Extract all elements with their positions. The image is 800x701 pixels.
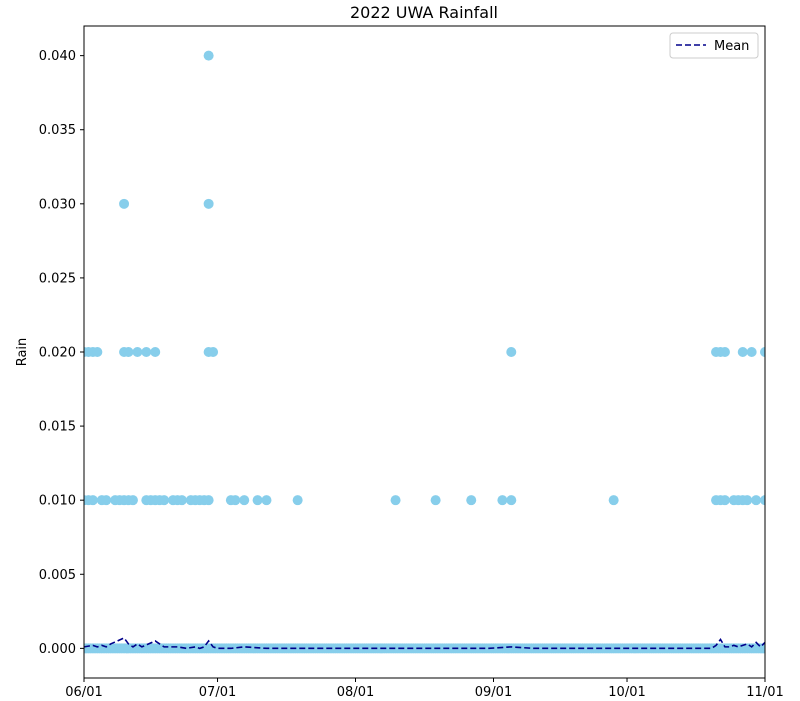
data-point xyxy=(261,495,272,506)
y-tick-label: 0.000 xyxy=(39,642,76,657)
y-tick-label: 0.015 xyxy=(39,420,76,435)
data-point xyxy=(92,347,103,357)
y-tick-label: 0.025 xyxy=(39,271,76,286)
x-tick-label: 11/01 xyxy=(746,685,783,700)
scatter-points xyxy=(84,50,765,654)
data-point xyxy=(123,347,134,357)
data-point xyxy=(719,495,730,506)
data-point xyxy=(203,198,214,209)
data-point xyxy=(466,495,477,506)
x-tick-label: 10/01 xyxy=(608,685,645,700)
data-point xyxy=(506,347,517,357)
data-point xyxy=(760,495,765,506)
y-tick-label: 0.035 xyxy=(39,123,76,138)
data-point xyxy=(292,495,303,506)
data-point xyxy=(208,347,219,357)
x-axis: 06/01 07/01 08/01 09/01 10/01 11/01 xyxy=(65,678,784,700)
chart-title: 2022 UWA Rainfall xyxy=(350,3,498,22)
plot-area xyxy=(84,50,765,654)
data-point xyxy=(127,495,138,506)
data-point xyxy=(742,495,753,506)
data-point xyxy=(719,347,730,357)
data-point xyxy=(760,347,765,357)
data-point xyxy=(119,198,130,209)
data-point xyxy=(203,50,214,61)
legend-box xyxy=(669,32,759,59)
data-point xyxy=(87,495,98,506)
mean-line xyxy=(84,637,765,650)
x-tick-label: 09/01 xyxy=(475,685,512,700)
data-point xyxy=(203,495,214,506)
data-point xyxy=(239,495,250,506)
data-point xyxy=(141,347,152,357)
data-point xyxy=(390,495,401,506)
y-tick-label: 0.040 xyxy=(39,49,76,64)
x-tick-label: 06/01 xyxy=(65,685,102,700)
data-point xyxy=(150,347,161,357)
data-point xyxy=(737,347,748,357)
data-point xyxy=(430,495,441,506)
data-point xyxy=(746,347,757,357)
y-tick-label: 0.030 xyxy=(39,197,76,212)
data-point xyxy=(230,495,241,506)
data-point-zero xyxy=(760,643,765,654)
data-point xyxy=(751,495,762,506)
plot-frame xyxy=(83,25,766,679)
data-point xyxy=(252,495,263,506)
legend: Mean xyxy=(669,32,759,59)
y-tick-label: 0.020 xyxy=(39,346,76,361)
x-tick-label: 07/01 xyxy=(199,685,236,700)
data-point xyxy=(506,495,517,506)
y-axis-label: Rain xyxy=(15,338,30,367)
y-axis: 0.000 0.005 0.010 0.015 0.020 0.025 0.030 0.035… xyxy=(39,49,84,657)
data-point xyxy=(132,347,143,357)
y-tick-label: 0.005 xyxy=(39,568,76,583)
legend-label-mean: Mean xyxy=(714,39,749,54)
y-tick-label: 0.010 xyxy=(39,494,76,509)
x-tick-label: 08/01 xyxy=(337,685,374,700)
data-point xyxy=(159,495,170,506)
data-point xyxy=(101,495,112,506)
data-point xyxy=(497,495,508,506)
data-point xyxy=(176,495,187,506)
data-point xyxy=(608,495,619,506)
mean-line-layer xyxy=(84,637,765,650)
